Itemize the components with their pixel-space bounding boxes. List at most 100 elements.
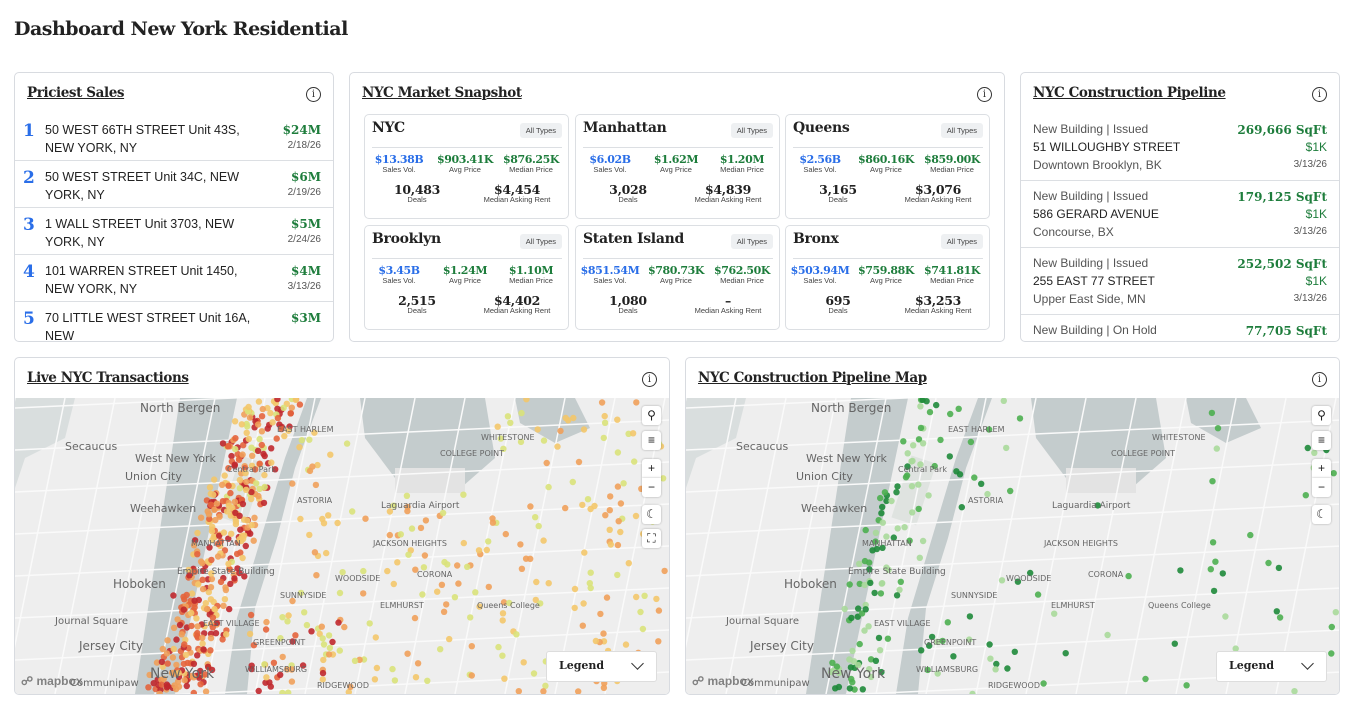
data-point — [288, 666, 295, 673]
pipeline-item[interactable]: New Building | Issued 586 GERARD AVENUE Co… — [1021, 181, 1339, 248]
map-label: WOODSIDE — [1006, 574, 1051, 583]
card-title[interactable]: NYC Construction Pipeline — [1033, 85, 1226, 101]
pipeline-item[interactable]: New Building | Issued 255 EAST 77 STREET U… — [1021, 248, 1339, 315]
region-snapshot: Bronx All Types $503.94M Sales Vol. $759.88K… — [785, 225, 990, 330]
sale-address: 101 WARREN STREET Unit 1450, NEW YORK, N… — [45, 264, 238, 296]
transactions-map[interactable]: North Bergen Secaucus West New York Union C… — [15, 398, 669, 694]
data-point — [267, 683, 274, 690]
stat-deals: 1,080 Deals — [596, 293, 660, 315]
data-point — [225, 465, 232, 472]
card-title[interactable]: Live NYC Transactions — [27, 370, 189, 386]
pipeline-item[interactable]: New Building | On Hold 77,705 SqFt — [1021, 315, 1339, 341]
info-icon[interactable]: i — [977, 87, 992, 102]
dark-mode-button[interactable]: ☾ — [642, 505, 661, 524]
map-label: Union City — [796, 470, 853, 483]
card-title[interactable]: NYC Market Snapshot — [362, 85, 522, 101]
data-point — [274, 398, 281, 403]
mapbox-logo[interactable]: ☍ mapbox — [21, 674, 83, 688]
data-point — [881, 489, 889, 496]
data-point — [614, 541, 622, 549]
mapbox-logo[interactable]: ☍ mapbox — [692, 674, 754, 688]
data-point — [918, 647, 925, 654]
data-point — [861, 557, 869, 565]
data-point — [906, 537, 913, 544]
legend-dropdown[interactable]: Legend — [1216, 651, 1327, 682]
stat-label: Median Price — [930, 165, 974, 174]
stat-avg: $1.24M Avg Price — [433, 264, 497, 285]
data-point — [633, 593, 640, 601]
data-point — [258, 428, 266, 435]
data-point — [248, 662, 255, 669]
stat-value: $3,253 — [914, 293, 962, 308]
info-icon[interactable]: i — [1312, 87, 1327, 102]
data-point — [289, 597, 296, 605]
sale-item[interactable]: 2 50 WEST STREET Unit 34C, NEW YORK, NY $6… — [15, 161, 333, 208]
data-point — [311, 429, 318, 436]
data-point — [405, 551, 412, 558]
data-point — [242, 469, 249, 477]
data-point — [527, 555, 534, 562]
stat-value: $4,839 — [704, 182, 752, 197]
zoom-in-button[interactable]: + — [642, 459, 661, 478]
property-type-select[interactable]: All Types — [519, 123, 562, 138]
property-type-select[interactable]: All Types — [730, 234, 773, 249]
stat-label: Deals — [618, 306, 638, 315]
filter-button[interactable]: ≡ — [642, 431, 661, 450]
road — [686, 629, 1339, 661]
property-type-select[interactable]: All Types — [519, 234, 562, 249]
data-point — [191, 597, 198, 604]
property-type-select[interactable]: All Types — [940, 234, 983, 249]
hudson-river — [135, 398, 237, 694]
data-point — [1213, 445, 1220, 452]
data-point — [404, 650, 411, 657]
info-icon[interactable]: i — [1312, 372, 1327, 387]
property-type-select[interactable]: All Types — [730, 123, 773, 138]
card-title[interactable]: Priciest Sales — [27, 85, 125, 101]
data-point — [926, 642, 933, 649]
info-icon[interactable]: i — [306, 87, 321, 102]
data-point — [901, 524, 908, 531]
map-canvas[interactable]: North Bergen Secaucus West New York Union C… — [686, 398, 1339, 694]
pipeline-item[interactable]: New Building | Issued 51 WILLOUGHBY STREE… — [1021, 114, 1339, 181]
zoom-in-button[interactable]: + — [1312, 459, 1331, 478]
pipeline-map[interactable]: North Bergen Secaucus West New York Union C… — [686, 398, 1339, 694]
data-point — [218, 481, 226, 488]
data-point — [297, 515, 304, 523]
card-title[interactable]: NYC Construction Pipeline Map — [698, 370, 927, 386]
data-point — [207, 647, 214, 654]
search-button[interactable]: ⚲ — [642, 406, 661, 425]
data-point — [325, 512, 332, 519]
data-point — [253, 480, 260, 487]
data-point — [320, 641, 328, 648]
map-label: Laguardia Airport — [381, 501, 460, 511]
data-point — [159, 645, 166, 653]
data-point — [1142, 675, 1149, 683]
data-point — [476, 603, 483, 610]
search-button[interactable]: ⚲ — [1312, 406, 1331, 425]
data-point — [255, 492, 262, 500]
data-point — [314, 461, 321, 469]
legend-dropdown[interactable]: Legend — [546, 651, 657, 682]
map-canvas[interactable]: North Bergen Secaucus West New York Union C… — [15, 398, 669, 694]
sale-item[interactable]: 1 50 WEST 66TH STREET Unit 43S, NEW YORK,… — [15, 114, 333, 161]
data-point — [984, 490, 991, 498]
data-point — [829, 659, 836, 666]
zoom-out-button[interactable]: − — [1312, 478, 1331, 497]
filter-button[interactable]: ≡ — [1312, 431, 1331, 450]
info-icon[interactable]: i — [642, 372, 657, 387]
stat-rent: $4,454 Median Asking Rent — [469, 182, 565, 204]
data-point — [233, 550, 241, 558]
stat-value: $860.16K — [857, 153, 915, 166]
stat-sales_vol: $851.54M Sales Vol. — [578, 264, 642, 285]
sale-item[interactable]: 5 70 LITTLE WEST STREET Unit 16A, NEW $3M — [15, 302, 333, 341]
sale-item[interactable]: 4 101 WARREN STREET Unit 1450, NEW YORK, … — [15, 255, 333, 302]
data-point — [1332, 609, 1339, 616]
data-point — [391, 677, 399, 684]
fullscreen-button[interactable]: ⛶ — [642, 529, 661, 548]
sale-item[interactable]: 3 1 WALL STREET Unit 3703, NEW YORK, NY $5… — [15, 208, 333, 255]
property-type-select[interactable]: All Types — [940, 123, 983, 138]
dark-mode-button[interactable]: ☾ — [1312, 505, 1331, 524]
data-point — [659, 475, 667, 482]
zoom-out-button[interactable]: − — [642, 478, 661, 497]
data-point — [602, 512, 609, 519]
